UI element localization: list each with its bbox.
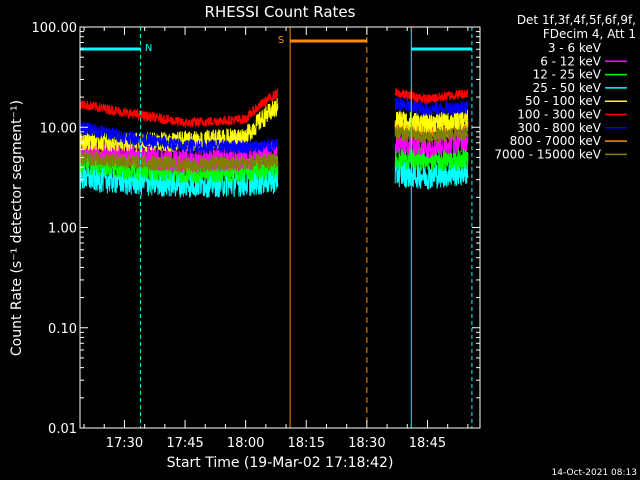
timestamp: 14-Oct-2021 08:13 bbox=[552, 468, 637, 478]
x-axis-label: Start Time (19-Mar-02 17:18:42) bbox=[167, 455, 394, 471]
legend-label: 6 - 12 keV bbox=[540, 54, 602, 68]
series-line bbox=[79, 177, 279, 302]
annotation-label: S bbox=[278, 35, 284, 46]
legend-header: FDecim 4, Att 1 bbox=[543, 27, 636, 41]
y-axis-label: Count Rate (s⁻¹ detector segment⁻¹) bbox=[9, 100, 25, 356]
y-tick-label: 1.00 bbox=[48, 222, 77, 237]
series-line bbox=[394, 97, 469, 116]
series-line bbox=[79, 121, 279, 155]
y-tick-label: 0.01 bbox=[48, 422, 77, 437]
y-tick-label: 0.10 bbox=[48, 322, 77, 337]
legend-label: 12 - 25 keV bbox=[533, 68, 602, 82]
series-line bbox=[394, 88, 469, 104]
y-tick-label: 100.00 bbox=[32, 21, 78, 36]
x-tick-label: 18:45 bbox=[409, 436, 446, 451]
legend: Det 1f,3f,4f,5f,6f,9f,FDecim 4, Att 13 -… bbox=[494, 13, 636, 161]
x-tick-label: 18:30 bbox=[348, 436, 385, 451]
legend-label: 25 - 50 keV bbox=[533, 81, 602, 95]
y-tick-label: 10.00 bbox=[40, 121, 77, 136]
legend-label: 3 - 6 keV bbox=[548, 41, 602, 55]
annotation-label: N bbox=[145, 43, 152, 54]
legend-label: 7000 - 15000 keV bbox=[494, 147, 601, 161]
x-tick-label: 18:15 bbox=[288, 436, 325, 451]
series-line bbox=[394, 174, 469, 283]
series-line bbox=[79, 88, 279, 128]
x-tick-label: 17:30 bbox=[106, 436, 143, 451]
legend-label: 800 - 7000 keV bbox=[510, 134, 602, 148]
legend-header: Det 1f,3f,4f,5f,6f,9f, bbox=[517, 13, 636, 27]
legend-label: 50 - 100 keV bbox=[525, 94, 602, 108]
axes: 0.01 0.10 1.00 10.00 100.00 17:30 17:45 18:00 18… bbox=[32, 21, 481, 451]
series-line bbox=[79, 150, 279, 174]
x-tick-label: 18:00 bbox=[227, 436, 264, 451]
legend-label: 300 - 800 keV bbox=[517, 121, 601, 135]
chart-title: RHESSI Count Rates bbox=[205, 3, 356, 21]
x-tick-label: 17:45 bbox=[166, 436, 203, 451]
legend-label: 100 - 300 keV bbox=[517, 108, 601, 122]
